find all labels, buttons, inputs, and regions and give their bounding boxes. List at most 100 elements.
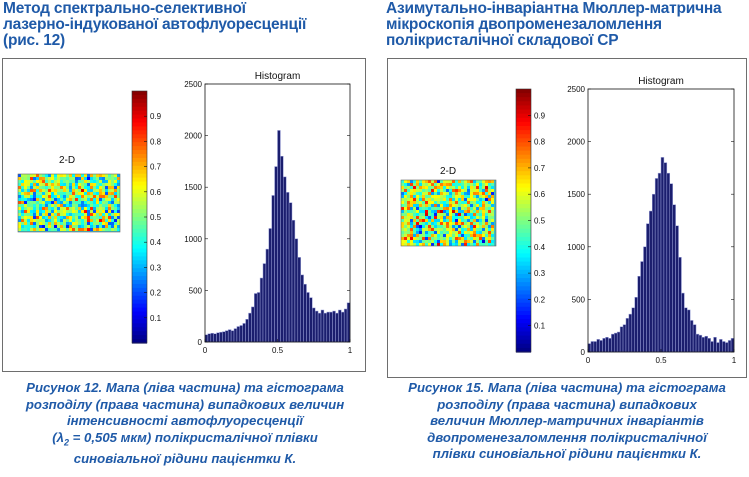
right-histogram-bar: [631, 307, 635, 353]
left-caption-line-3: інтенсивності автофлуоресценції: [66, 413, 304, 428]
right-histogram-bar: [646, 223, 650, 353]
left-histogram-bar: [343, 308, 348, 343]
right-histogram-bar: [616, 331, 621, 353]
left-heading-line-1: Метод спектрально-селективної: [3, 0, 246, 17]
right-figure-canvas: 2-D 0.9 0.8 0.7 0.6 0.5 0.4 0.3 0.2 0.1 0 500 1000…: [400, 76, 737, 365]
right-caption-line-4: двопроменезаломлення полікристалічної: [427, 429, 707, 445]
left-histogram-bar: [210, 332, 214, 343]
right-histogram-bar: [660, 157, 665, 353]
right-section-heading: Азимутально-інваріантна Мюллер-матрична …: [386, 1, 748, 49]
left-histogram-bar: [254, 293, 258, 343]
left-histogram-bar: [323, 312, 328, 343]
right-histogram-bar: [649, 210, 653, 353]
right-histogram-bar: [713, 337, 717, 353]
right-histogram-bar: [687, 309, 691, 353]
right-histogram-title: Histogram: [638, 76, 684, 87]
right-histogram-bar: [707, 338, 711, 353]
left-caption-line-1: Рисунок 12. Мапа (ліва частина) та гісто…: [26, 380, 344, 395]
left-histogram-bar: [204, 334, 209, 343]
right-colorbar-tick-5: 0.4: [534, 243, 546, 252]
left-histogram-bar: [300, 274, 304, 343]
left-histogram-bar: [288, 202, 293, 343]
left-histogram-bar: [245, 319, 249, 343]
left-histogram-title: Histogram: [255, 71, 301, 82]
right-colorbar-tick-2: 0.7: [534, 164, 546, 173]
right-histogram-bar: [619, 326, 624, 353]
right-histogram-bar: [689, 320, 694, 353]
left-histogram-bar: [248, 312, 252, 343]
right-histogram-bar: [599, 340, 603, 353]
right-histogram-bar: [611, 333, 615, 353]
left-histogram-bar: [256, 292, 261, 343]
right-colorbar-tick-8: 0.1: [534, 322, 546, 331]
right-histogram-xtick-0: 0: [586, 356, 591, 365]
right-histogram-bar: [634, 297, 638, 353]
left-histogram-bar: [338, 309, 342, 343]
left-histogram-bar: [297, 257, 301, 343]
left-histogram-bar: [320, 309, 325, 343]
right-map-label: 2-D: [440, 166, 456, 177]
left-colorbar-tick-0: 0.9: [150, 112, 162, 121]
right-histogram-bar: [614, 332, 618, 353]
left-histogram-bar: [346, 302, 351, 343]
left-histogram-bar: [294, 238, 299, 343]
left-histogram-bar: [306, 292, 310, 343]
left-heading-line-2: лазерно-індукованої автофлуоресценції: [3, 16, 307, 33]
right-caption-line-3: величин Мюллер-матричних інваріантів: [430, 413, 704, 428]
left-caption-line-4-pre: (λ: [52, 429, 64, 445]
right-histogram-bar: [730, 338, 735, 353]
left-figure-canvas: 2-D 0.9 0.8 0.7 0.6 0.5 0.4 0.3 0.2 0.1 0 500 1000…: [17, 71, 353, 355]
left-histogram-xtick-2: 1: [348, 346, 353, 355]
left-colorbar-tick-8: 0.1: [150, 314, 162, 323]
left-histogram-bar: [291, 219, 296, 343]
left-histogram-bar: [285, 192, 290, 343]
right-histogram-bar: [669, 183, 673, 353]
right-histogram: 0 500 1000 1500 2000 2500 0 0.5 1 Histogram: [567, 76, 737, 365]
right-histogram-bar: [727, 340, 732, 353]
right-histogram-bar: [695, 333, 700, 353]
left-histogram-bar: [242, 323, 246, 343]
right-histogram-bar: [640, 261, 644, 353]
left-histogram-bar: [332, 310, 336, 343]
right-histogram-bar: [622, 324, 627, 353]
right-colorbar-tick-3: 0.6: [534, 190, 546, 199]
right-histogram-bar: [681, 292, 685, 353]
left-histogram-bar: [233, 328, 238, 343]
right-caption-line-1: Рисунок 15. Мапа (ліва частина) та гісто…: [408, 380, 726, 395]
right-histogram-bar: [684, 307, 688, 353]
right-histogram-ytick-2: 1000: [567, 243, 585, 252]
left-histogram-bar: [317, 312, 322, 343]
left-caption-line-2: розподілу (права частина) випадкових вел…: [25, 396, 345, 412]
left-histogram-bar: [314, 310, 319, 343]
right-histogram-ytick-0: 0: [581, 348, 586, 357]
left-histogram-bar: [329, 311, 333, 343]
left-histogram-xtick-1: 0.5: [272, 346, 284, 355]
left-histogram-ytick-4: 2000: [184, 132, 202, 141]
left-histogram-bar: [259, 277, 264, 343]
left-histogram-bar: [268, 228, 272, 343]
right-caption-line-5: плівки синовіальної рідини пацієнтки К.: [432, 446, 702, 461]
right-colorbar-tick-0: 0.9: [534, 111, 546, 120]
left-colorbar-tick-4: 0.5: [150, 213, 162, 222]
left-colorbar-tick-1: 0.8: [150, 137, 162, 146]
left-histogram-bar: [239, 325, 243, 343]
left-histogram-ytick-2: 1000: [184, 235, 202, 244]
right-histogram-bar: [719, 339, 723, 353]
left-histogram-bar: [213, 333, 217, 343]
left-section-heading: Метод спектрально-селективної лазерно-ін…: [3, 1, 373, 49]
left-histogram-ytick-5: 2500: [184, 80, 202, 89]
left-histogram-bar: [271, 195, 275, 343]
right-caption-line-2: розподілу (права частина) випадкових: [437, 396, 697, 412]
left-histogram-bar: [277, 130, 281, 343]
right-heading-line-1: Азимутально-інваріантна Мюллер-матрична: [386, 0, 722, 17]
right-colorbar-tick-7: 0.2: [534, 295, 546, 304]
left-figure-caption: Рисунок 12. Мапа (ліва частина) та гісто…: [0, 380, 370, 467]
right-histogram-bar: [672, 204, 676, 353]
right-histogram-bar: [701, 337, 706, 353]
right-histogram-bar: [628, 313, 633, 353]
right-histogram-bar: [654, 178, 659, 353]
right-heading-line-3: полікристалічної складової СР: [386, 32, 619, 49]
left-histogram-xtick-0: 0: [203, 346, 208, 355]
right-histogram-ytick-5: 2500: [567, 85, 585, 94]
right-histogram-ytick-1: 500: [572, 295, 586, 304]
